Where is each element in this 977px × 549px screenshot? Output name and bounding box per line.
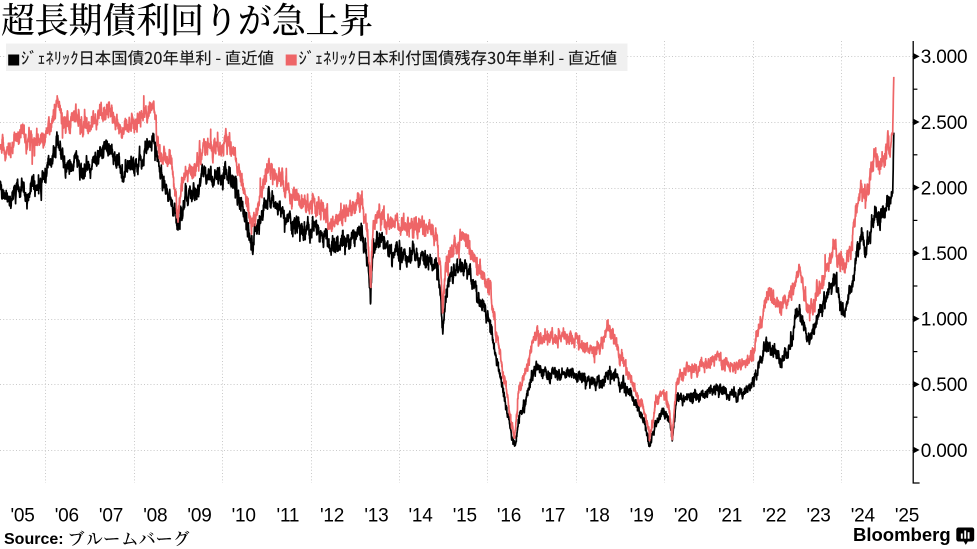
svg-text:'06: '06 [55,506,79,527]
svg-text:3.000: 3.000 [921,47,968,68]
svg-text:'13: '13 [364,506,388,527]
svg-text:'19: '19 [630,506,654,527]
svg-text:'09: '09 [187,506,211,527]
svg-text:2.000: 2.000 [921,178,968,199]
svg-text:2.500: 2.500 [921,113,968,134]
svg-text:'24: '24 [851,506,876,527]
svg-text:'11: '11 [277,506,300,527]
svg-text:Source:: Source: [4,531,64,548]
svg-text:'20: '20 [674,506,698,527]
svg-text:Bloomberg: Bloomberg [853,524,951,545]
svg-text:'17: '17 [541,506,565,527]
svg-text:'14: '14 [409,506,434,527]
svg-text:'12: '12 [320,506,344,527]
svg-text:'10: '10 [232,506,256,527]
svg-text:1.500: 1.500 [921,244,968,265]
svg-text:'05: '05 [11,506,35,527]
svg-text:'18: '18 [585,506,609,527]
svg-text:'23: '23 [807,506,831,527]
svg-text:'08: '08 [143,506,167,527]
svg-text:0.500: 0.500 [921,375,968,396]
svg-text:1.000: 1.000 [921,310,968,331]
svg-text:'22: '22 [762,506,786,527]
svg-text:'15: '15 [453,506,477,527]
svg-text:'16: '16 [497,506,521,527]
svg-text:'21: '21 [718,506,742,527]
svg-text:'25: '25 [895,506,919,527]
svg-text:'07: '07 [99,506,123,527]
svg-text:0.000: 0.000 [921,441,968,462]
